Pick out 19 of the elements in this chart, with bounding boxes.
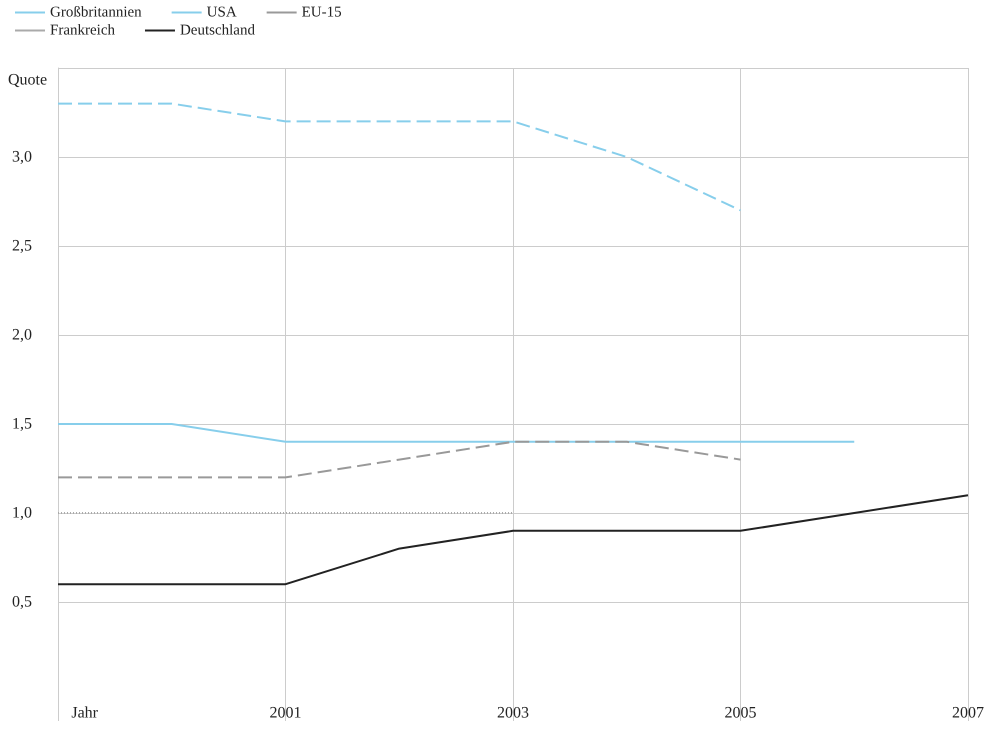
y-tick-label: 3,0 <box>12 148 32 166</box>
x-axis-title: Jahr <box>71 704 99 722</box>
x-tick-label: 2001 <box>270 704 302 722</box>
line-series <box>57 494 969 586</box>
legend-label: Deutschland <box>180 22 256 38</box>
legend-label: EU-15 <box>302 4 342 20</box>
x-tick-label: 2005 <box>724 704 756 722</box>
y-tick-label: 1,0 <box>12 504 32 522</box>
x-tick-label: 2003 <box>497 704 529 722</box>
y-tick-label: 0,5 <box>12 594 32 610</box>
y-tick-label: 1,5 <box>12 416 32 432</box>
y-tick-label: 2,5 <box>12 238 32 254</box>
legend-label: Frankreich <box>50 22 116 38</box>
line-series <box>57 102 742 212</box>
x-tick-label: 2007 <box>952 704 984 722</box>
y-axis-title: Quote <box>8 72 48 88</box>
legend-label: Großbritannien <box>50 4 142 20</box>
y-tick-label: 2,0 <box>12 326 32 344</box>
legend-label: USA <box>206 4 237 20</box>
